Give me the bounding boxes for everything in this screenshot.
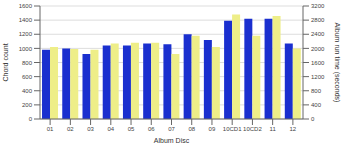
svg-text:1600: 1600	[19, 3, 33, 9]
svg-text:2400: 2400	[311, 31, 325, 37]
svg-text:0: 0	[311, 116, 315, 122]
svg-text:400: 400	[311, 102, 322, 108]
svg-text:2800: 2800	[311, 17, 325, 23]
svg-text:800: 800	[22, 60, 33, 66]
svg-text:600: 600	[22, 74, 33, 80]
svg-text:06: 06	[148, 126, 155, 132]
svg-text:400: 400	[22, 88, 33, 94]
svg-text:1200: 1200	[311, 74, 325, 80]
svg-text:1200: 1200	[19, 31, 33, 37]
svg-text:10CD1: 10CD1	[223, 126, 242, 132]
svg-text:0: 0	[29, 116, 33, 122]
svg-text:200: 200	[22, 102, 33, 108]
svg-text:Album Disc: Album Disc	[154, 137, 190, 144]
svg-text:3200: 3200	[311, 3, 325, 9]
svg-text:03: 03	[87, 126, 94, 132]
svg-text:11: 11	[270, 126, 277, 132]
svg-text:Chord count: Chord count	[8, 43, 9, 81]
svg-text:1400: 1400	[19, 17, 33, 23]
svg-text:800: 800	[311, 88, 322, 94]
svg-text:05: 05	[128, 126, 135, 132]
svg-text:10CD2: 10CD2	[243, 126, 262, 132]
svg-text:2000: 2000	[311, 46, 325, 52]
svg-text:1000: 1000	[19, 46, 33, 52]
svg-text:02: 02	[67, 126, 74, 132]
svg-text:04: 04	[107, 126, 114, 132]
svg-text:09: 09	[209, 126, 216, 132]
svg-text:01: 01	[47, 126, 54, 132]
svg-text:12: 12	[290, 126, 297, 132]
svg-text:1600: 1600	[311, 60, 325, 66]
svg-text:07: 07	[168, 126, 175, 132]
svg-text:08: 08	[188, 126, 195, 132]
svg-text:Album run time (seconds): Album run time (seconds)	[333, 23, 335, 103]
